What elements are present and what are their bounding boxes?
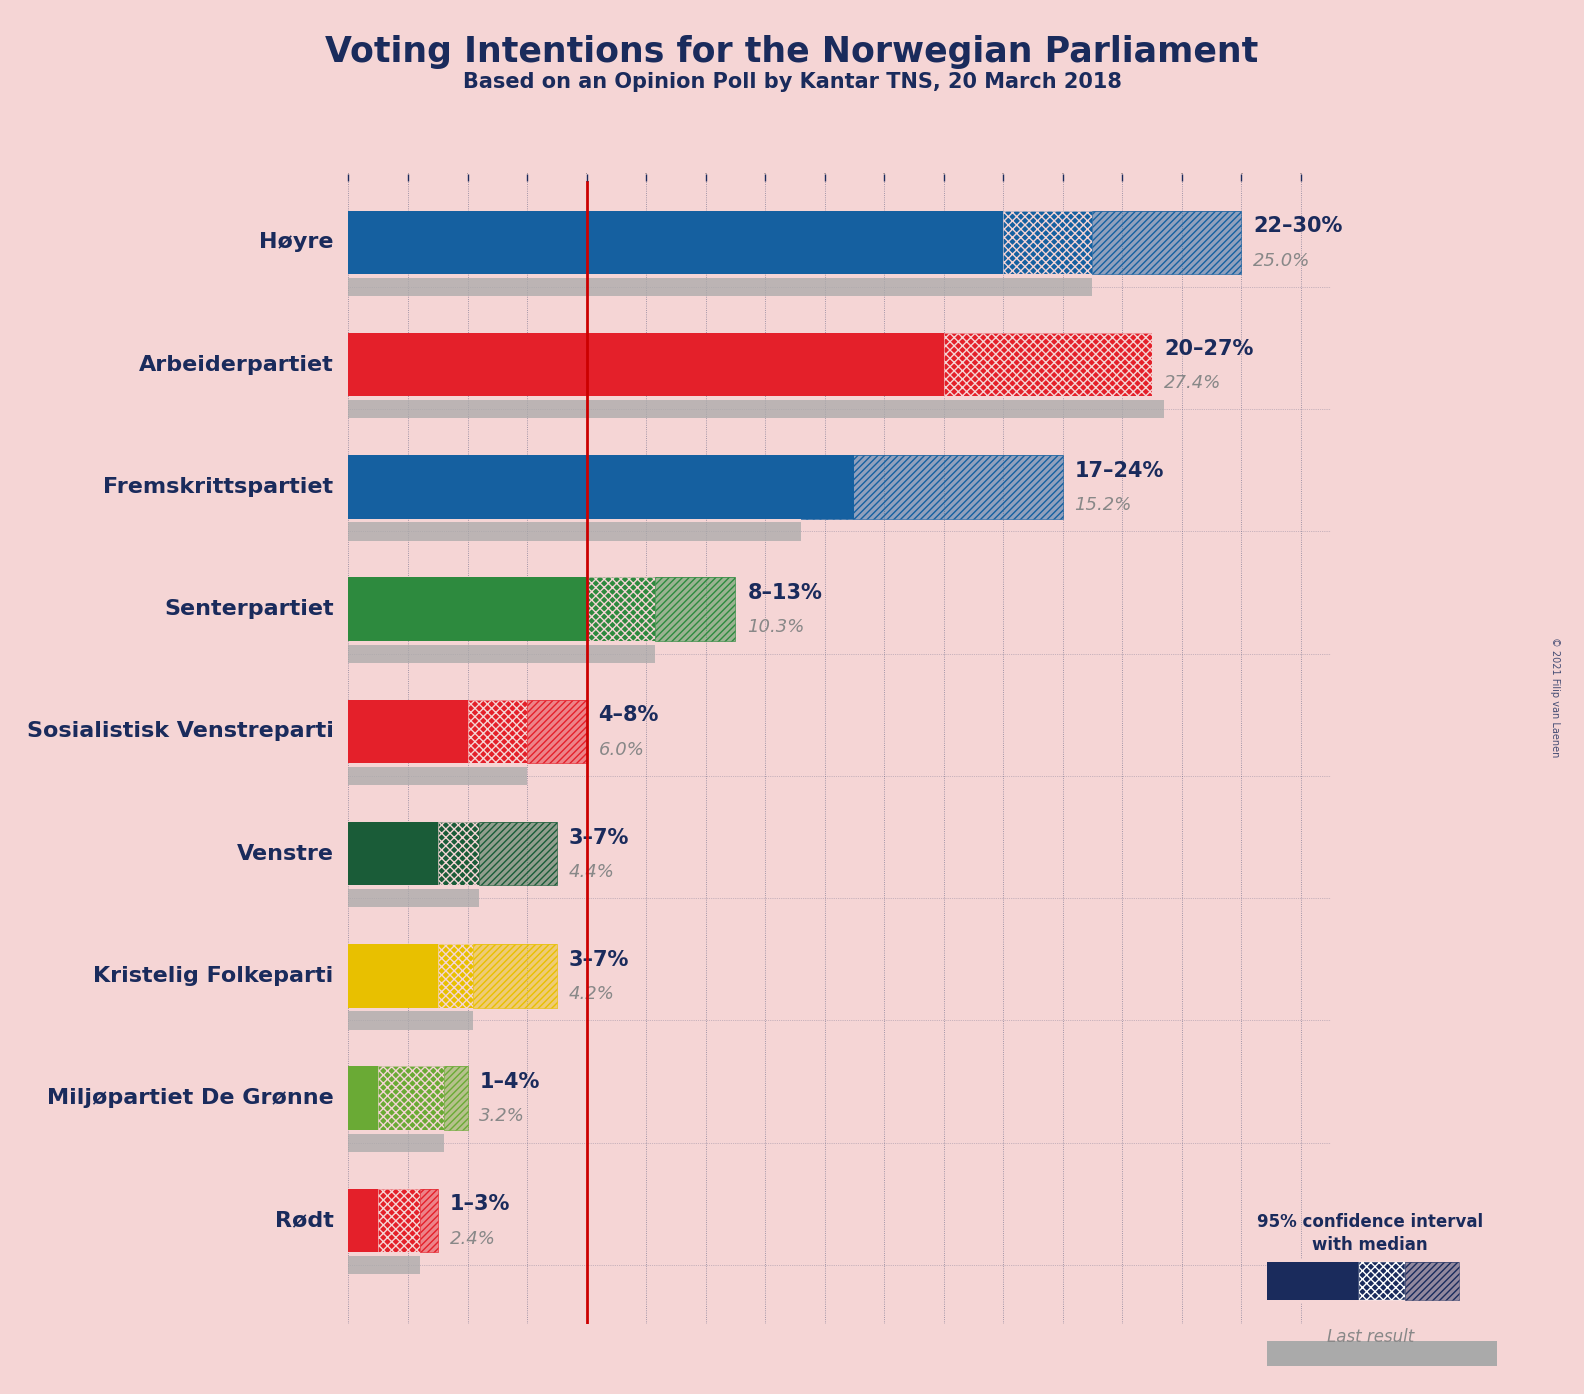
Bar xyxy=(348,944,437,1008)
Text: 95% confidence interval
with median: 95% confidence interval with median xyxy=(1258,1213,1483,1255)
Bar xyxy=(1003,210,1093,275)
Text: Miljøpartiet De Grønne: Miljøpartiet De Grønne xyxy=(48,1089,334,1108)
Bar xyxy=(348,400,1164,418)
Text: Voting Intentions for the Norwegian Parliament: Voting Intentions for the Norwegian Parl… xyxy=(325,35,1259,68)
Text: © 2021 Filip van Laenen: © 2021 Filip van Laenen xyxy=(1551,637,1560,757)
Text: Senterpartiet: Senterpartiet xyxy=(165,599,334,619)
Bar xyxy=(348,1189,379,1252)
Text: 10.3%: 10.3% xyxy=(748,619,805,637)
Bar xyxy=(348,277,1093,296)
Text: Fremskrittspartiet: Fremskrittspartiet xyxy=(103,477,334,496)
Text: 25.0%: 25.0% xyxy=(1253,252,1310,269)
Bar xyxy=(348,644,656,664)
Bar xyxy=(1359,1262,1405,1301)
Bar xyxy=(437,822,480,885)
Text: 8–13%: 8–13% xyxy=(748,583,822,604)
Text: Sosialistisk Venstreparti: Sosialistisk Venstreparti xyxy=(27,721,334,742)
Bar xyxy=(1359,1262,1405,1301)
Text: 15.2%: 15.2% xyxy=(1074,496,1133,514)
Bar xyxy=(802,454,1063,519)
Bar xyxy=(348,1011,474,1030)
Bar xyxy=(480,822,558,885)
Bar xyxy=(437,944,474,1008)
Text: Venstre: Venstre xyxy=(236,843,334,864)
Text: 3–7%: 3–7% xyxy=(569,828,629,848)
Bar xyxy=(1405,1262,1459,1301)
Bar xyxy=(437,944,474,1008)
Text: 20–27%: 20–27% xyxy=(1164,339,1253,358)
Bar xyxy=(379,1066,444,1131)
Bar xyxy=(348,822,437,885)
Bar xyxy=(437,822,480,885)
Bar xyxy=(474,944,558,1008)
Bar xyxy=(474,944,558,1008)
Bar xyxy=(527,700,586,763)
Bar xyxy=(944,333,1152,396)
Bar xyxy=(944,333,1152,396)
Bar xyxy=(480,822,558,885)
Text: 1–3%: 1–3% xyxy=(450,1195,510,1214)
Bar xyxy=(1405,1262,1459,1301)
Text: 17–24%: 17–24% xyxy=(1074,461,1164,481)
Text: 27.4%: 27.4% xyxy=(1164,374,1221,392)
Bar xyxy=(467,700,527,763)
Text: 4.4%: 4.4% xyxy=(569,863,615,881)
Text: 22–30%: 22–30% xyxy=(1253,216,1343,237)
Bar xyxy=(420,1189,437,1252)
Bar xyxy=(348,210,1003,275)
Bar xyxy=(802,454,1063,519)
Bar xyxy=(379,1066,444,1131)
Text: Based on an Opinion Poll by Kantar TNS, 20 March 2018: Based on an Opinion Poll by Kantar TNS, … xyxy=(463,72,1121,92)
Bar xyxy=(379,1189,420,1252)
Bar xyxy=(1003,210,1093,275)
Text: 3.2%: 3.2% xyxy=(480,1107,526,1125)
Bar xyxy=(348,1256,420,1274)
Text: 6.0%: 6.0% xyxy=(599,740,645,758)
Bar xyxy=(348,1133,444,1151)
Text: 4.2%: 4.2% xyxy=(569,986,615,1004)
Text: Kristelig Folkeparti: Kristelig Folkeparti xyxy=(93,966,334,986)
Text: 4–8%: 4–8% xyxy=(599,705,659,725)
Bar xyxy=(444,1066,467,1131)
Text: Arbeiderpartiet: Arbeiderpartiet xyxy=(139,354,334,375)
Bar xyxy=(420,1189,437,1252)
Text: Rødt: Rødt xyxy=(274,1210,334,1231)
Bar xyxy=(656,577,735,641)
Bar xyxy=(379,1189,420,1252)
Bar xyxy=(1093,210,1242,275)
Text: 2.4%: 2.4% xyxy=(450,1230,496,1248)
Bar xyxy=(467,700,527,763)
Bar xyxy=(444,1066,467,1131)
Bar xyxy=(527,700,586,763)
Bar xyxy=(348,454,854,519)
Text: 1–4%: 1–4% xyxy=(480,1072,540,1093)
Bar xyxy=(586,577,656,641)
Bar xyxy=(586,577,656,641)
Bar xyxy=(348,523,802,541)
Bar xyxy=(348,1066,379,1131)
Bar xyxy=(348,889,480,907)
Bar xyxy=(348,577,586,641)
Text: 3–7%: 3–7% xyxy=(569,949,629,970)
Bar xyxy=(348,333,944,396)
Bar xyxy=(348,767,527,785)
Bar xyxy=(1093,210,1242,275)
Bar xyxy=(656,577,735,641)
Text: Last result: Last result xyxy=(1326,1328,1415,1347)
Bar xyxy=(1267,1262,1359,1301)
Bar xyxy=(348,700,467,763)
Text: Høyre: Høyre xyxy=(260,233,334,252)
